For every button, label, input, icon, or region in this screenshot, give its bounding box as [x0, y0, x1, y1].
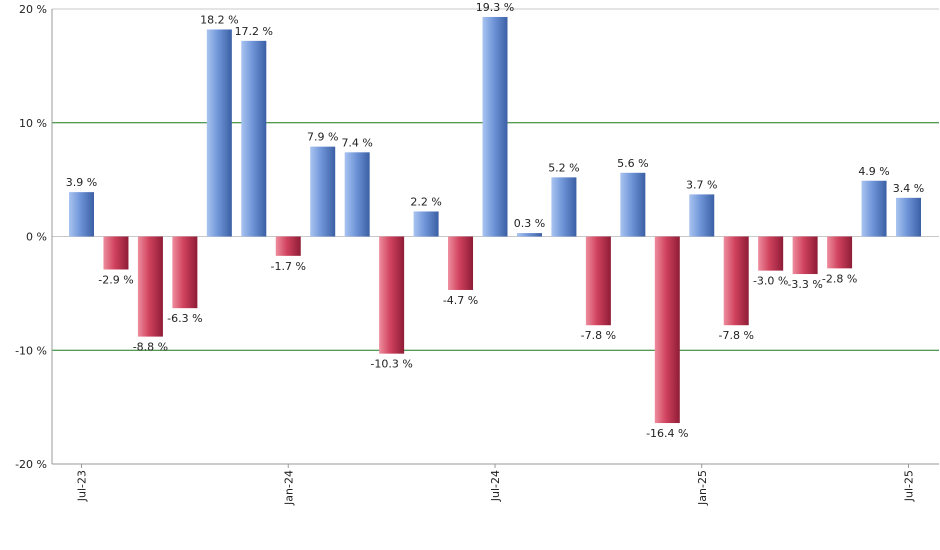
data-label-Jul-24: 19.3 %	[476, 1, 514, 14]
data-label-Oct-23: -6.3 %	[167, 312, 202, 325]
data-label-Jul-25: 3.4 %	[893, 182, 924, 195]
data-label-Nov-23: 18.2 %	[200, 13, 238, 26]
bar-Jun-24	[448, 236, 474, 290]
data-label-Dec-23: 17.2 %	[235, 25, 273, 38]
data-label-Dec-24: -16.4 %	[646, 427, 688, 440]
y-tick-label: -20 %	[15, 458, 47, 471]
data-label-Jun-24: -4.7 %	[443, 294, 478, 307]
bar-Dec-24	[654, 236, 680, 424]
y-tick-label: 0 %	[26, 231, 47, 244]
data-label-Aug-24: 0.3 %	[514, 217, 545, 230]
bars	[69, 16, 921, 424]
bar-Apr-24	[379, 236, 405, 354]
data-label-Apr-24: -10.3 %	[370, 358, 412, 371]
data-label-Jan-25: 3.7 %	[686, 178, 717, 191]
bar-Jan-24	[275, 236, 301, 256]
bar-Dec-23	[241, 40, 267, 237]
bar-Jun-25	[861, 180, 887, 237]
bar-Jul-24	[482, 16, 508, 237]
data-label-Jul-23: 3.9 %	[66, 176, 97, 189]
x-tick-label-Jul-24: Jul-24	[489, 470, 502, 502]
x-tick-label-Jan-24: Jan-24	[282, 470, 295, 506]
bar-Mar-25	[758, 236, 784, 271]
y-tick-label: -10 %	[15, 344, 47, 357]
x-tick-label-Jul-23: Jul-23	[76, 470, 89, 502]
bar-Sep-24	[551, 177, 577, 237]
bar-Jul-25	[896, 197, 921, 237]
data-label-Apr-25: -3.3 %	[787, 278, 822, 291]
bar-Apr-25	[792, 236, 818, 275]
x-tick-label-Jul-25: Jul-25	[903, 470, 916, 502]
bar-Aug-23	[103, 236, 129, 270]
data-label-Jan-24: -1.7 %	[271, 260, 306, 273]
data-label-Aug-23: -2.9 %	[98, 273, 133, 286]
x-tick-label-Jan-25: Jan-25	[696, 470, 709, 506]
data-label-Sep-24: 5.2 %	[548, 161, 579, 174]
bar-Oct-24	[585, 236, 611, 326]
data-label-Sep-23: -8.8 %	[133, 341, 168, 354]
data-label-May-24: 2.2 %	[410, 195, 441, 208]
bar-Mar-24	[344, 152, 370, 237]
y-tick-label: 20 %	[19, 3, 47, 16]
bar-May-25	[827, 236, 853, 269]
bar-May-24	[413, 211, 439, 237]
data-label-Feb-25: -7.8 %	[718, 329, 753, 342]
data-label-Jun-25: 4.9 %	[858, 165, 889, 178]
data-label-Nov-24: 5.6 %	[617, 157, 648, 170]
data-label-May-25: -2.8 %	[822, 272, 857, 285]
axes: 20 % 10 % 0 % -10 % -20 % Jul-23 Jan-24 Jul-24 J…	[15, 3, 939, 506]
bar-Feb-24	[310, 146, 336, 237]
bar-Feb-25	[723, 236, 749, 326]
data-label-Mar-24: 7.4 %	[341, 136, 372, 149]
bar-Nov-23	[206, 29, 232, 237]
bar-Oct-23	[172, 236, 198, 309]
bar-Nov-24	[620, 172, 646, 237]
bar-Sep-23	[137, 236, 163, 337]
data-label-Mar-25: -3.0 %	[753, 275, 788, 288]
y-tick-label: 10 %	[19, 117, 47, 130]
bar-Aug-24	[516, 233, 542, 237]
data-label-Feb-24: 7.9 %	[307, 131, 338, 144]
data-label-Oct-24: -7.8 %	[581, 329, 616, 342]
bar-Jan-25	[689, 194, 715, 237]
bar-Jul-23	[69, 192, 94, 237]
data-labels: 3.9 % -2.9 % -8.8 % -6.3 % 18.2 %17.2 % -1.7 …	[66, 1, 924, 440]
